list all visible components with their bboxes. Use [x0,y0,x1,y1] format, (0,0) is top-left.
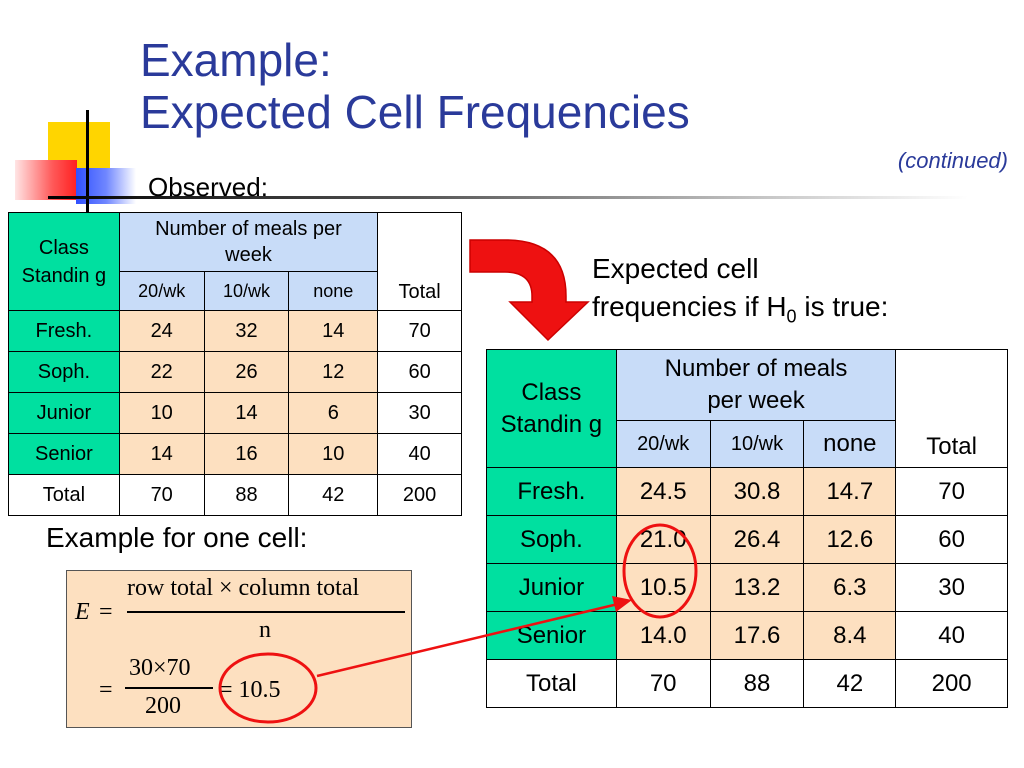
col-header-none: none [288,271,379,311]
row-total: 30 [895,563,1008,612]
row-label: Soph. [8,351,120,393]
cell: 17.6 [709,611,805,660]
table-row: Fresh. 24.5 30.8 14.7 70 [486,467,1008,516]
cell: 24 [118,310,205,352]
cell: 30.8 [709,467,805,516]
cell: 16 [203,433,290,475]
expected-table: Class Standin g Number of meals per week… [486,349,1008,708]
total-header: Total [895,349,1008,468]
row-total: 30 [377,392,462,434]
grand-total: 200 [377,474,462,516]
grand-total: 200 [895,659,1008,708]
formula-e: E [75,599,90,625]
row-label: Fresh. [486,467,617,516]
table-row: Junior 10.5 13.2 6.3 30 [486,563,1008,612]
row-label: Fresh. [8,310,120,352]
col-header-20wk: 20/wk [118,271,205,311]
formula-equals-2: = [99,677,113,703]
formula-numerator: row total × column total [127,575,360,601]
formula-equals-1: = [99,599,113,625]
result-highlight-circle [218,652,318,724]
formula-result: = 10.5 [219,677,281,703]
observed-table: Class Standin g Number of meals per week… [8,212,462,516]
continued-note: (continued) [897,148,1008,173]
col-header-none: none [803,420,897,468]
cell: 24.5 [615,467,711,516]
totals-row: Total 70 88 42 200 [8,474,462,516]
formula-numerator-2: 30×70 [129,655,191,681]
formula-denominator-2: 200 [145,693,181,719]
cell: 6.3 [803,563,897,612]
page-title: Example: Expected Cell Frequencies [140,34,690,138]
col-header-10wk: 10/wk [709,420,805,468]
cell: 13.2 [709,563,805,612]
title-line-1: Example: [140,34,332,86]
table-row: Senior 14.0 17.6 8.4 40 [486,611,1008,660]
col-total: 70 [118,474,205,516]
row-label: Junior [8,392,120,434]
expected-heading-line-1: Expected cell [592,253,759,284]
formula-box: E = row total × column total n = 30×70 2… [66,570,412,728]
connector-arrowhead-icon [612,596,632,612]
cell: 10 [118,392,205,434]
row-label: Soph. [486,515,617,564]
totals-row: Total 70 88 42 200 [486,659,1008,708]
row-total: 40 [895,611,1008,660]
meals-header: Number of meals per week [615,349,897,421]
col-total: 70 [615,659,711,708]
cell: 26 [203,351,290,393]
col-total: 88 [709,659,805,708]
col-total: 88 [203,474,290,516]
col-header-10wk: 10/wk [203,271,290,311]
h0-subscript: 0 [786,306,797,327]
table-row: Junior 10 14 6 30 [8,392,462,434]
cell: 12 [288,351,379,393]
formula-denominator: n [259,617,271,643]
totals-label: Total [486,659,617,708]
cell: 22 [118,351,205,393]
expected-heading: Expected cell frequencies if H0 is true: [592,250,888,336]
meals-header: Number of meals per week [118,212,379,272]
cell: 32 [203,310,290,352]
decor-red-square [15,160,77,200]
expected-heading-line-2: frequencies if H0 is true: [592,291,889,327]
cell: 10 [288,433,379,475]
col-total: 42 [803,659,897,708]
curved-down-arrow-icon [469,239,590,342]
row-total: 60 [377,351,462,393]
cell: 6 [288,392,379,434]
table-row: Soph. 22 26 12 60 [8,351,462,393]
col-total: 42 [288,474,379,516]
fraction-bar-2 [125,687,213,689]
cell: 12.6 [803,515,897,564]
example-label: Example for one cell: [46,522,308,553]
row-label: Junior [486,563,617,612]
cell: 14 [288,310,379,352]
title-line-2: Expected Cell Frequencies [140,86,690,138]
class-standing-header: Class Standin g [486,349,617,468]
row-total: 70 [377,310,462,352]
totals-label: Total [8,474,120,516]
decor-vertical-line [86,110,89,215]
table-row: Senior 14 16 10 40 [8,433,462,475]
row-label: Senior [8,433,120,475]
row-total: 60 [895,515,1008,564]
title-divider [48,196,968,199]
observed-label: Observed: [148,172,268,202]
connector-line [316,602,619,678]
cell: 8.4 [803,611,897,660]
cell-highlight-circle [622,523,698,619]
table-row: Fresh. 24 32 14 70 [8,310,462,352]
table-row: Soph. 21.0 26.4 12.6 60 [486,515,1008,564]
row-total: 40 [377,433,462,475]
cell: 14 [118,433,205,475]
class-standing-header: Class Standin g [8,212,120,311]
fraction-bar-1 [127,611,405,613]
